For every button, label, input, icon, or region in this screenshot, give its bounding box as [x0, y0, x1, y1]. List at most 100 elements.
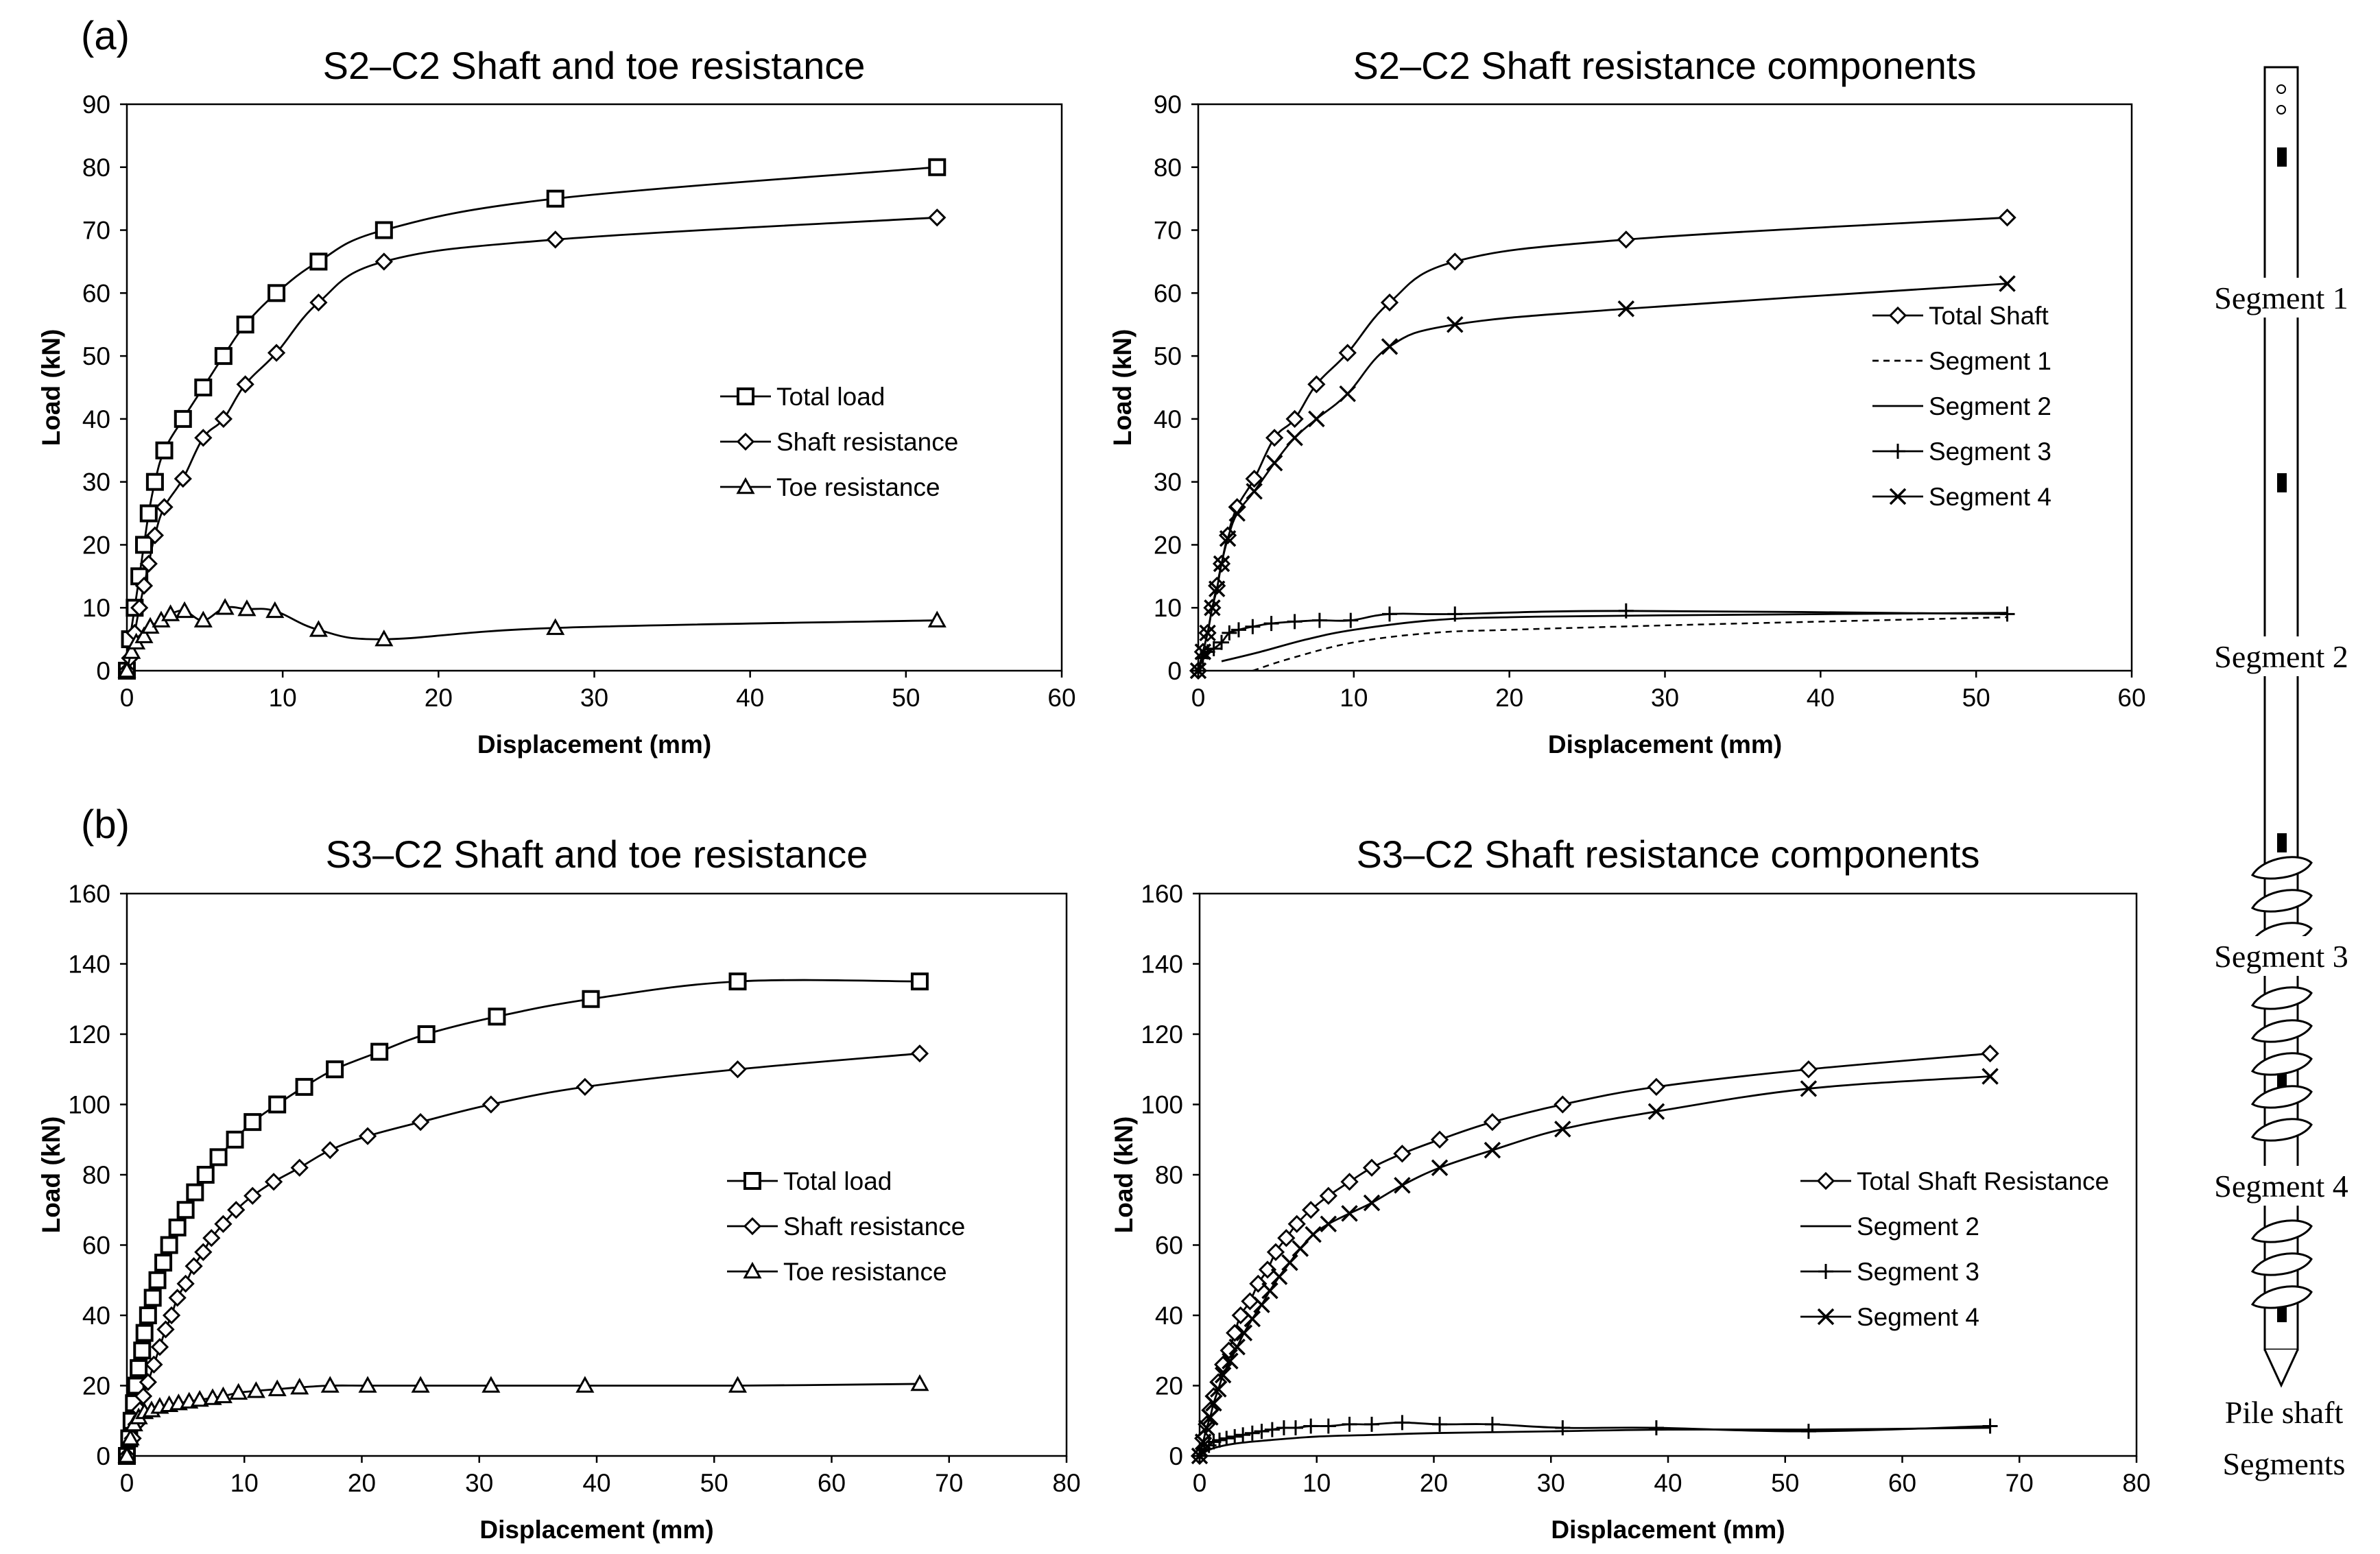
data-point	[215, 598, 235, 615]
data-point	[237, 599, 257, 617]
data-point	[1998, 208, 2016, 227]
data-point	[1362, 1158, 1381, 1177]
series-segment-2	[1199, 1426, 1990, 1457]
data-point	[148, 1271, 167, 1289]
strain-gauge-marker	[2277, 147, 2287, 167]
data-point	[1319, 1186, 1337, 1205]
data-point	[1206, 641, 1222, 656]
data-point	[168, 1289, 187, 1307]
data-point	[1483, 1113, 1501, 1132]
data-point	[193, 610, 213, 627]
data-point	[1890, 444, 1905, 459]
x-tick-label: 40	[1807, 684, 1835, 712]
x-tick-label: 80	[1052, 1469, 1080, 1497]
data-point	[927, 610, 947, 627]
pile-caption-line2: Segments	[2223, 1446, 2346, 1481]
series-line	[1252, 616, 2008, 672]
data-point	[1214, 634, 1230, 650]
strain-gauge-marker	[2277, 833, 2287, 852]
data-point	[1245, 619, 1261, 634]
data-point	[160, 1236, 178, 1254]
helix-plate	[2250, 986, 2313, 1010]
helix-plates	[2250, 856, 2313, 1309]
data-point	[1484, 1141, 1501, 1159]
data-point	[488, 1007, 506, 1026]
data-point	[1981, 1044, 1999, 1063]
data-point	[1816, 1171, 1835, 1191]
x-tick-label: 10	[1302, 1469, 1331, 1497]
series-line	[1199, 1426, 1990, 1457]
data-point	[162, 1306, 181, 1325]
series-toe-resistance	[117, 598, 947, 678]
data-point	[309, 620, 328, 637]
series-total-load	[118, 972, 929, 1465]
data-point	[268, 1095, 287, 1114]
x-tick-label: 50	[1962, 684, 1990, 712]
chart-s2-shaft-toe: S2–C2 Shaft and toe resistance 0 10 20 30 40 5…	[37, 44, 1076, 758]
y-tick-label: 50	[1154, 342, 1182, 370]
data-point	[1235, 1427, 1251, 1443]
data-point	[134, 536, 153, 554]
data-point	[155, 498, 174, 516]
data-point	[1210, 1380, 1227, 1398]
x-tick-label: 10	[269, 684, 297, 712]
data-point	[1270, 1268, 1288, 1285]
y-tick-label: 0	[1169, 1442, 1183, 1470]
x-tick-label: 20	[348, 1469, 376, 1497]
data-point	[194, 429, 213, 447]
data-point	[1202, 1409, 1219, 1426]
data-point	[134, 626, 154, 643]
data-point	[1227, 1429, 1243, 1444]
data-point	[374, 630, 394, 647]
x-tick-label: 60	[1047, 684, 1075, 712]
data-point	[1287, 1215, 1306, 1233]
data-point	[417, 1025, 436, 1043]
series-segment-4	[1191, 1068, 1999, 1465]
y-tick-label: 40	[82, 1302, 110, 1330]
plot-area	[1197, 103, 2133, 672]
data-point	[736, 477, 755, 494]
y-tick-label: 60	[1155, 1232, 1183, 1260]
x-tick-label: 10	[1340, 684, 1368, 712]
data-point	[1286, 429, 1303, 446]
y-tick-label: 20	[82, 1372, 110, 1400]
data-point	[267, 284, 286, 302]
data-point	[290, 1158, 309, 1177]
data-point	[910, 1374, 929, 1391]
data-point	[1213, 555, 1230, 573]
data-point	[1341, 1205, 1358, 1222]
data-point	[1235, 1324, 1253, 1341]
data-point	[1342, 1416, 1357, 1432]
y-tick-label: 30	[82, 468, 110, 497]
legend: Total load Shaft resistance Toe resistance	[720, 383, 958, 501]
data-point	[202, 1229, 221, 1247]
data-point	[190, 1389, 209, 1407]
series-line	[1197, 216, 2008, 671]
y-axis-label: Load (kN)	[37, 329, 65, 446]
data-point	[176, 1201, 195, 1219]
data-point	[143, 1289, 162, 1307]
x-tick-label: 30	[1537, 1469, 1565, 1497]
data-point	[1818, 1264, 1833, 1279]
data-point	[139, 1373, 157, 1391]
x-tick-label: 40	[582, 1469, 610, 1497]
data-point	[214, 347, 233, 366]
data-point	[139, 1306, 157, 1324]
pile-segment-1-label: Segment 1	[2214, 280, 2348, 315]
data-point	[309, 252, 328, 271]
y-tick-label: 120	[68, 1020, 110, 1049]
y-tick-label: 0	[1167, 657, 1182, 685]
data-point	[1246, 483, 1263, 500]
pile-toe	[2263, 1349, 2299, 1388]
data-point	[161, 604, 180, 621]
data-point	[156, 1320, 175, 1339]
data-point	[1253, 1296, 1270, 1313]
data-point	[320, 1376, 340, 1393]
data-point	[736, 432, 755, 451]
data-point	[743, 1261, 762, 1279]
y-tick-label: 70	[1154, 217, 1182, 245]
data-point	[575, 1376, 595, 1393]
y-tick-label: 50	[82, 342, 110, 370]
data-point	[139, 554, 158, 573]
x-axis-label: Displacement (mm)	[1551, 1516, 1785, 1544]
